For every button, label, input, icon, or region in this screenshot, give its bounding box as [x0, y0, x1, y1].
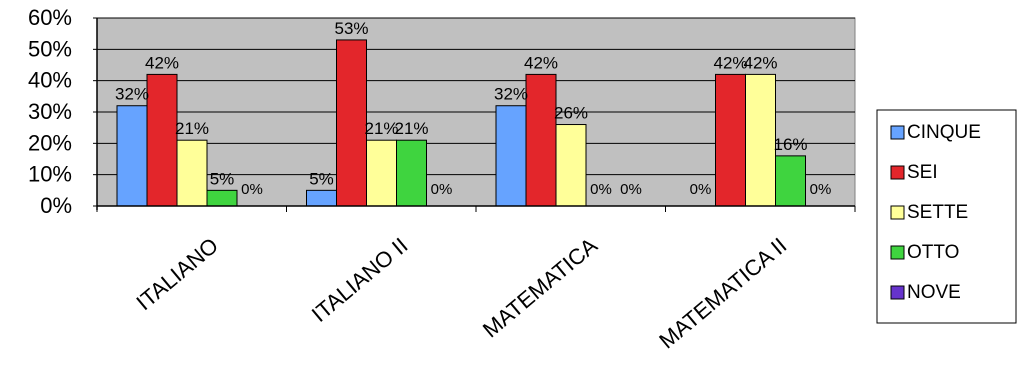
data-label-sei: 42% [713, 53, 747, 72]
data-label-sei: 53% [334, 19, 368, 38]
legend-label: SETTE [907, 202, 968, 223]
data-label-cinque: 0% [690, 181, 712, 198]
data-label-otto: 21% [394, 119, 428, 138]
data-label-sei: 42% [524, 53, 558, 72]
bar-cinque [495, 105, 527, 207]
legend: CINQUE SEI SETTE OTTO NOVE [876, 109, 1017, 324]
bar-sei [525, 73, 557, 207]
data-label-otto: 0% [590, 181, 612, 198]
y-tick-label: 0% [40, 193, 72, 218]
bar-cinque [116, 105, 148, 207]
data-label-nove: 0% [431, 181, 453, 198]
category-labels: ITALIANO ITALIANO II MATEMATICA MATEMATICA … [131, 232, 791, 353]
data-label-sette: 26% [554, 104, 588, 123]
data-label-nove: 0% [241, 181, 263, 198]
bar-sei [715, 73, 746, 207]
bar-sette [366, 139, 397, 207]
bar-otto [206, 189, 238, 207]
legend-label: SEI [907, 162, 938, 183]
legend-swatch [890, 165, 905, 180]
data-label-cinque: 32% [494, 85, 528, 104]
data-label-sei: 42% [145, 53, 179, 72]
axes [93, 17, 856, 212]
data-label-nove: 0% [620, 181, 642, 198]
data-label-otto: 5% [210, 169, 235, 188]
bar-otto [396, 139, 427, 207]
data-label-sette: 21% [364, 119, 398, 138]
legend-swatch [890, 285, 905, 300]
bar-sei [146, 73, 178, 207]
legend-swatch [890, 125, 905, 140]
category-label: MATEMATICA [478, 232, 602, 342]
bar-cinque [306, 189, 337, 207]
bar-otto [775, 155, 806, 207]
data-label-sette: 42% [743, 53, 777, 72]
data-label-cinque: 32% [115, 85, 149, 104]
bar-sette [176, 139, 208, 207]
data-label-cinque: 5% [309, 169, 334, 188]
legend-swatch [890, 245, 905, 260]
y-tick-label: 50% [28, 36, 72, 61]
bar-sei [336, 39, 367, 207]
bar-sette [555, 124, 587, 207]
data-label-nove: 0% [810, 181, 832, 198]
y-tick-label: 40% [28, 68, 72, 93]
data-label-otto: 16% [773, 135, 807, 154]
category-label: ITALIANO II [307, 233, 413, 327]
bar-sette [745, 73, 776, 207]
y-tick-label: 10% [28, 162, 72, 187]
y-tick-label: 20% [28, 130, 72, 155]
legend-swatch [890, 205, 905, 220]
y-tick-label: 30% [28, 99, 72, 124]
y-tick-label: 60% [28, 5, 72, 30]
legend-label: OTTO [907, 242, 959, 263]
legend-label: CINQUE [907, 122, 981, 143]
bars [116, 39, 806, 207]
category-label: MATEMATICA II [654, 233, 791, 354]
data-labels: 32%5%32%0%42%53%42% 42%21% 21%26%42%5%21%0… [115, 19, 831, 198]
legend-label: NOVE [907, 282, 961, 303]
data-label-sette: 21% [175, 119, 209, 138]
y-axis-tick-labels: 0% 10% 20% 30% 40% 50% 60% [28, 5, 72, 218]
category-label: ITALIANO [131, 233, 223, 316]
